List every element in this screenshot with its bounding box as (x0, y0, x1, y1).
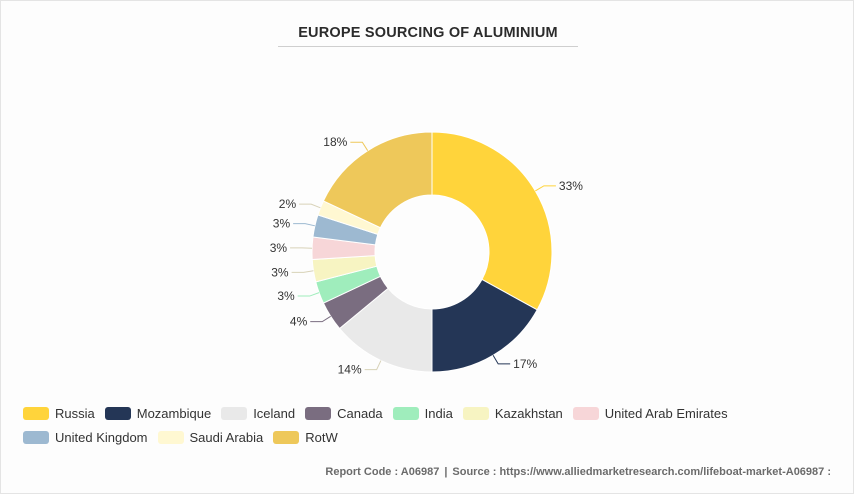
legend-swatch (462, 406, 489, 420)
legend-swatch (157, 430, 184, 444)
legend-label: Russia (55, 405, 95, 421)
data-label-rotw: 18% (323, 135, 347, 149)
legend-item-united-kingdom[interactable]: United Kingdom (23, 429, 148, 445)
leader-line-canada (310, 315, 331, 323)
legend-label: Saudi Arabia (189, 429, 264, 445)
data-label-saudi-arabia: 2% (279, 197, 297, 211)
legend-item-mozambique[interactable]: Mozambique (104, 405, 212, 421)
source-text: Source : https://www.alliedmarketresearc… (452, 466, 831, 478)
data-label-united-kingdom: 3% (273, 217, 291, 231)
leader-line-russia (535, 185, 556, 192)
report-code: Report Code : A06987 (325, 466, 440, 478)
legend-item-canada[interactable]: Canada (305, 405, 383, 421)
legend-swatch (23, 430, 49, 444)
legend-swatch (273, 430, 300, 444)
leader-line-india (297, 292, 320, 297)
data-label-russia: 33% (559, 179, 583, 193)
legend-swatch (305, 406, 332, 420)
legend-label: United Kingdom (55, 429, 148, 445)
data-label-kazakhstan: 3% (271, 265, 289, 279)
donut-chart: 33% 17% 14% 4% 3% 3% 3% 3% 2% 18% (270, 131, 583, 377)
footer-separator: | (444, 466, 448, 478)
legend-item-india[interactable]: India (392, 405, 453, 421)
legend-item-iceland[interactable]: Iceland (221, 405, 295, 421)
legend-swatch (104, 406, 131, 420)
legend-swatch (392, 406, 419, 420)
leader-line-rotw (350, 141, 369, 151)
leader-line-saudi-arabia (299, 203, 321, 209)
slice-rotw[interactable] (322, 131, 433, 229)
legend-item-kazakhstan[interactable]: Kazakhstan (462, 405, 563, 421)
legend-label: Canada (337, 405, 383, 421)
title-underline (278, 46, 578, 47)
legend-label: India (424, 405, 453, 421)
chart-legend: Russia Mozambique Iceland Canada India Kazakh… (23, 405, 845, 445)
data-label-united-arab-emirates: 3% (270, 241, 288, 255)
legend-item-united-arab-emirates[interactable]: United Arab Emirates (572, 405, 728, 421)
footer: Report Code : A06987 | Source : https://ww… (325, 466, 831, 478)
legend-item-saudi-arabia[interactable]: Saudi Arabia (157, 429, 264, 445)
data-label-iceland: 14% (338, 363, 362, 377)
legend-swatch (221, 406, 248, 420)
legend-label: RotW (305, 429, 338, 445)
legend-label: United Arab Emirates (604, 405, 728, 421)
chart-title: EUROPE SOURCING OF ALUMINIUM (298, 25, 558, 41)
data-label-canada: 4% (290, 315, 308, 329)
data-label-india: 3% (277, 289, 295, 303)
data-label-mozambique: 17% (513, 357, 537, 371)
legend-swatch (23, 406, 49, 420)
legend-label: Iceland (253, 405, 296, 421)
leader-line-iceland (364, 360, 382, 371)
leader-line-kazakhstan (291, 270, 314, 273)
legend-label: Mozambique (136, 405, 212, 421)
leader-line-united-kingdom (293, 223, 315, 227)
legend-label: Kazakhstan (494, 405, 563, 421)
legend-swatch (572, 406, 599, 420)
legend-item-rotw[interactable]: RotW (273, 429, 338, 445)
slice-russia[interactable] (431, 131, 553, 311)
slice-mozambique[interactable] (431, 278, 538, 373)
leader-line-mozambique (492, 355, 511, 365)
legend-item-russia[interactable]: Russia (23, 405, 95, 421)
